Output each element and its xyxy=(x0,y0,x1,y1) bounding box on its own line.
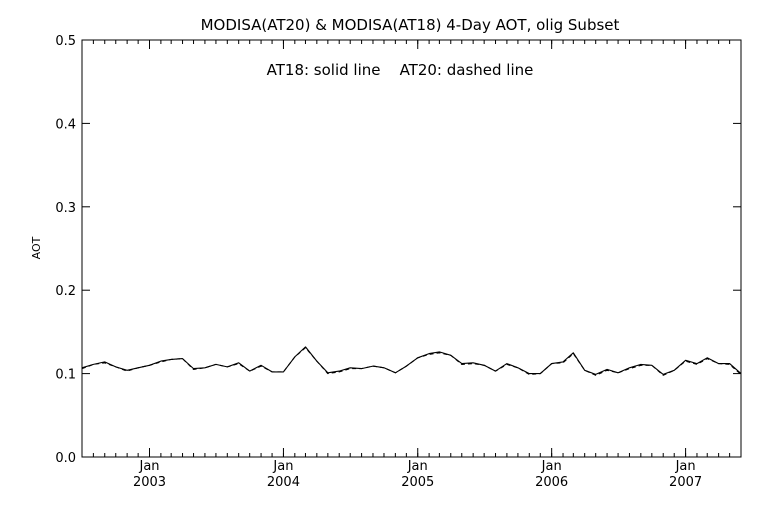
plot-frame xyxy=(81,39,742,458)
y-tick-label: 0.5 xyxy=(55,34,76,49)
series-line-at18 xyxy=(81,346,742,375)
x-tick-year-label: 2003 xyxy=(133,475,166,490)
y-tick-label: 0.1 xyxy=(55,368,76,383)
chart-title: MODISA(AT20) & MODISA(AT18) 4-Day AOT, o… xyxy=(201,16,620,34)
x-tick-year-label: 2006 xyxy=(535,475,568,490)
y-axis-label: AOT xyxy=(30,236,43,259)
series-line-at20 xyxy=(81,347,742,376)
y-tick-label: 0.0 xyxy=(55,451,76,466)
y-tick-label: 0.4 xyxy=(55,117,76,132)
x-tick-year-label: 2004 xyxy=(267,475,300,490)
y-axis: 0.0 0.1 0.2 0.3 0.4 0.5 xyxy=(55,34,741,466)
x-tick-year-label: 2005 xyxy=(401,475,434,490)
x-tick-month-label: Jan xyxy=(541,459,562,474)
x-tick-month-label: Jan xyxy=(407,459,428,474)
x-tick-month-label: Jan xyxy=(138,459,159,474)
x-tick-month-label: Jan xyxy=(272,459,293,474)
x-tick-year-label: 2007 xyxy=(669,475,702,490)
x-tick-month-label: Jan xyxy=(675,459,696,474)
y-tick-label: 0.3 xyxy=(55,201,76,216)
y-tick-label: 0.2 xyxy=(55,284,76,299)
series-layer xyxy=(81,346,742,376)
series-annotation: AT18: solid line AT20: dashed line xyxy=(267,61,534,79)
